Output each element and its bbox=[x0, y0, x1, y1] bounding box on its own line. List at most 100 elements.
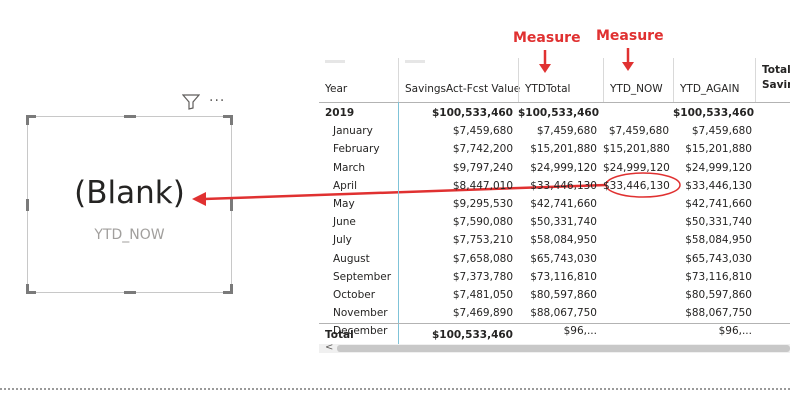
table-row: November $7,469,890 $88,067,750 $88,067,750 bbox=[319, 304, 790, 322]
table-cell: $58,084,950 bbox=[530, 234, 597, 247]
column-separator bbox=[398, 102, 399, 344]
table-cell: $80,597,860 bbox=[685, 289, 752, 301]
table-cell: $100,533,460 bbox=[518, 107, 600, 119]
resize-handle[interactable] bbox=[230, 115, 233, 125]
table-cell: April bbox=[333, 179, 357, 192]
table-cell: $96,... bbox=[718, 325, 752, 338]
resize-handle[interactable] bbox=[26, 284, 29, 294]
table-row-year: 2019 $100,533,460 $100,533,460 $100,533,460 bbox=[319, 104, 790, 122]
pointer-arrow-icon bbox=[192, 183, 607, 206]
filter-icon[interactable] bbox=[182, 94, 200, 110]
scroll-left-icon[interactable]: < bbox=[325, 342, 334, 353]
resize-handle[interactable] bbox=[26, 199, 29, 211]
table-cell: $15,201,880 bbox=[685, 143, 752, 156]
table-row: August $7,658,080 $65,743,030 $65,743,030 bbox=[319, 250, 790, 268]
table-cell: $100,533,460 bbox=[431, 107, 513, 119]
down-arrow-icon bbox=[622, 48, 634, 71]
table-cell: $100,533,460 bbox=[673, 107, 755, 119]
more-options-icon[interactable]: ··· bbox=[209, 93, 226, 109]
card-visual[interactable]: (Blank) YTD_NOW bbox=[26, 115, 233, 294]
table-cell: $8,447,010 bbox=[452, 179, 513, 192]
table-cell: $7,459,680 bbox=[536, 125, 597, 138]
resize-handle[interactable] bbox=[230, 199, 233, 211]
resize-handle[interactable] bbox=[124, 291, 136, 294]
column-header-ytdtotal[interactable]: YTDTotal bbox=[518, 58, 603, 102]
table-cell: $58,084,950 bbox=[685, 234, 752, 247]
table-cell: September bbox=[333, 270, 392, 283]
column-header-ytdnow[interactable]: YTD_NOW bbox=[603, 58, 673, 102]
table-cell: $24,999,120 bbox=[603, 161, 670, 174]
table-cell: March bbox=[333, 161, 366, 174]
column-header-year[interactable]: Year bbox=[319, 58, 398, 102]
table-cell: $50,331,740 bbox=[685, 216, 752, 229]
card-value: (Blank) bbox=[74, 175, 185, 211]
measure-annotation-ytdtotal: Measure bbox=[513, 30, 581, 46]
table-cell: $24,999,120 bbox=[685, 161, 752, 174]
scrollbar-thumb[interactable] bbox=[337, 345, 790, 352]
table-cell: $15,201,880 bbox=[530, 143, 597, 156]
table-cell: $9,797,240 bbox=[452, 161, 513, 174]
table-cell: July bbox=[333, 234, 352, 247]
table-cell: January bbox=[333, 125, 373, 138]
table-cell: May bbox=[333, 198, 355, 210]
table-cell: November bbox=[333, 307, 388, 320]
table-row: March $9,797,240 $24,999,120 $24,999,120 $24… bbox=[319, 159, 790, 177]
table-row: January $7,459,680 $7,459,680 $7,459,680 $7,… bbox=[319, 122, 790, 140]
table-row: October $7,481,050 $80,597,860 $80,597,860 bbox=[319, 286, 790, 304]
resize-handle[interactable] bbox=[124, 115, 136, 118]
table-cell: August bbox=[333, 252, 370, 265]
table-cell: $73,116,810 bbox=[685, 270, 752, 283]
table-cell: $7,753,210 bbox=[452, 234, 513, 247]
table-cell: $33,446,130 bbox=[685, 179, 752, 192]
table-cell: $50,331,740 bbox=[530, 216, 597, 229]
table-cell: $7,459,680 bbox=[691, 125, 752, 138]
resize-handle[interactable] bbox=[26, 291, 36, 294]
table-cell: $7,373,780 bbox=[452, 270, 513, 283]
table-row: September $7,373,780 $73,116,810 $73,116,81… bbox=[319, 268, 790, 286]
highlight-ellipse bbox=[605, 172, 681, 198]
table-row: April $8,447,010 $33,446,130 $33,446,130 $33… bbox=[319, 177, 790, 195]
table-cell: $24,999,120 bbox=[530, 161, 597, 174]
measure-annotation-ytdnow: Measure bbox=[596, 28, 664, 44]
column-header-ytdagain[interactable]: YTD_AGAIN bbox=[673, 58, 755, 102]
table-cell: $7,481,050 bbox=[452, 289, 513, 301]
resize-handle[interactable] bbox=[223, 115, 233, 118]
page-divider bbox=[0, 388, 790, 390]
table-visual[interactable]: Year SavingsAct-Fcst Value YTDTotal YTD_… bbox=[319, 58, 790, 358]
column-header-savings[interactable]: SavingsAct-Fcst Value bbox=[398, 58, 520, 102]
table-cell: $7,459,680 bbox=[608, 125, 669, 138]
table-cell: December bbox=[333, 325, 388, 338]
table-cell: February bbox=[333, 143, 380, 156]
column-header-total-savings[interactable]: Total Savin bbox=[755, 58, 790, 102]
down-arrow-icon bbox=[539, 50, 551, 73]
table-cell: $15,201,880 bbox=[603, 143, 670, 156]
table-cell: $7,742,200 bbox=[452, 143, 513, 156]
table-cell: $7,658,080 bbox=[452, 252, 513, 265]
table-cell: $65,743,030 bbox=[685, 252, 752, 265]
table-cell: $88,067,750 bbox=[530, 307, 597, 320]
table-cell: 2019 bbox=[325, 107, 355, 119]
table-row: June $7,590,080 $50,331,740 $50,331,740 bbox=[319, 213, 790, 231]
total-row: Total $100,533,460 bbox=[325, 329, 513, 341]
table-cell: October bbox=[333, 289, 376, 301]
resize-handle[interactable] bbox=[26, 115, 29, 125]
table-row: May $9,295,530 $42,741,660 $42,741,660 bbox=[319, 195, 790, 213]
table-cell: $7,469,890 bbox=[452, 307, 513, 320]
resize-handle[interactable] bbox=[230, 284, 233, 294]
table-cell: $7,590,080 bbox=[452, 216, 513, 229]
table-cell: $96,... bbox=[563, 325, 597, 338]
table-cell: $88,067,750 bbox=[685, 307, 752, 320]
resize-handle[interactable] bbox=[223, 291, 233, 294]
table-cell: $7,459,680 bbox=[452, 125, 513, 138]
table-row: July $7,753,210 $58,084,950 $58,084,950 bbox=[319, 231, 790, 249]
table-cell: $33,446,130 bbox=[530, 179, 597, 192]
table-row: December $96,... $96,... bbox=[319, 322, 790, 340]
resize-handle[interactable] bbox=[26, 115, 36, 118]
table-cell: $80,597,860 bbox=[530, 289, 597, 301]
table-cell: $65,743,030 bbox=[530, 252, 597, 265]
table-cell: $33,446,130 bbox=[603, 179, 670, 192]
table-cell: $42,741,660 bbox=[685, 198, 752, 210]
table-cell: June bbox=[333, 216, 356, 229]
table-cell: $42,741,660 bbox=[530, 198, 597, 210]
